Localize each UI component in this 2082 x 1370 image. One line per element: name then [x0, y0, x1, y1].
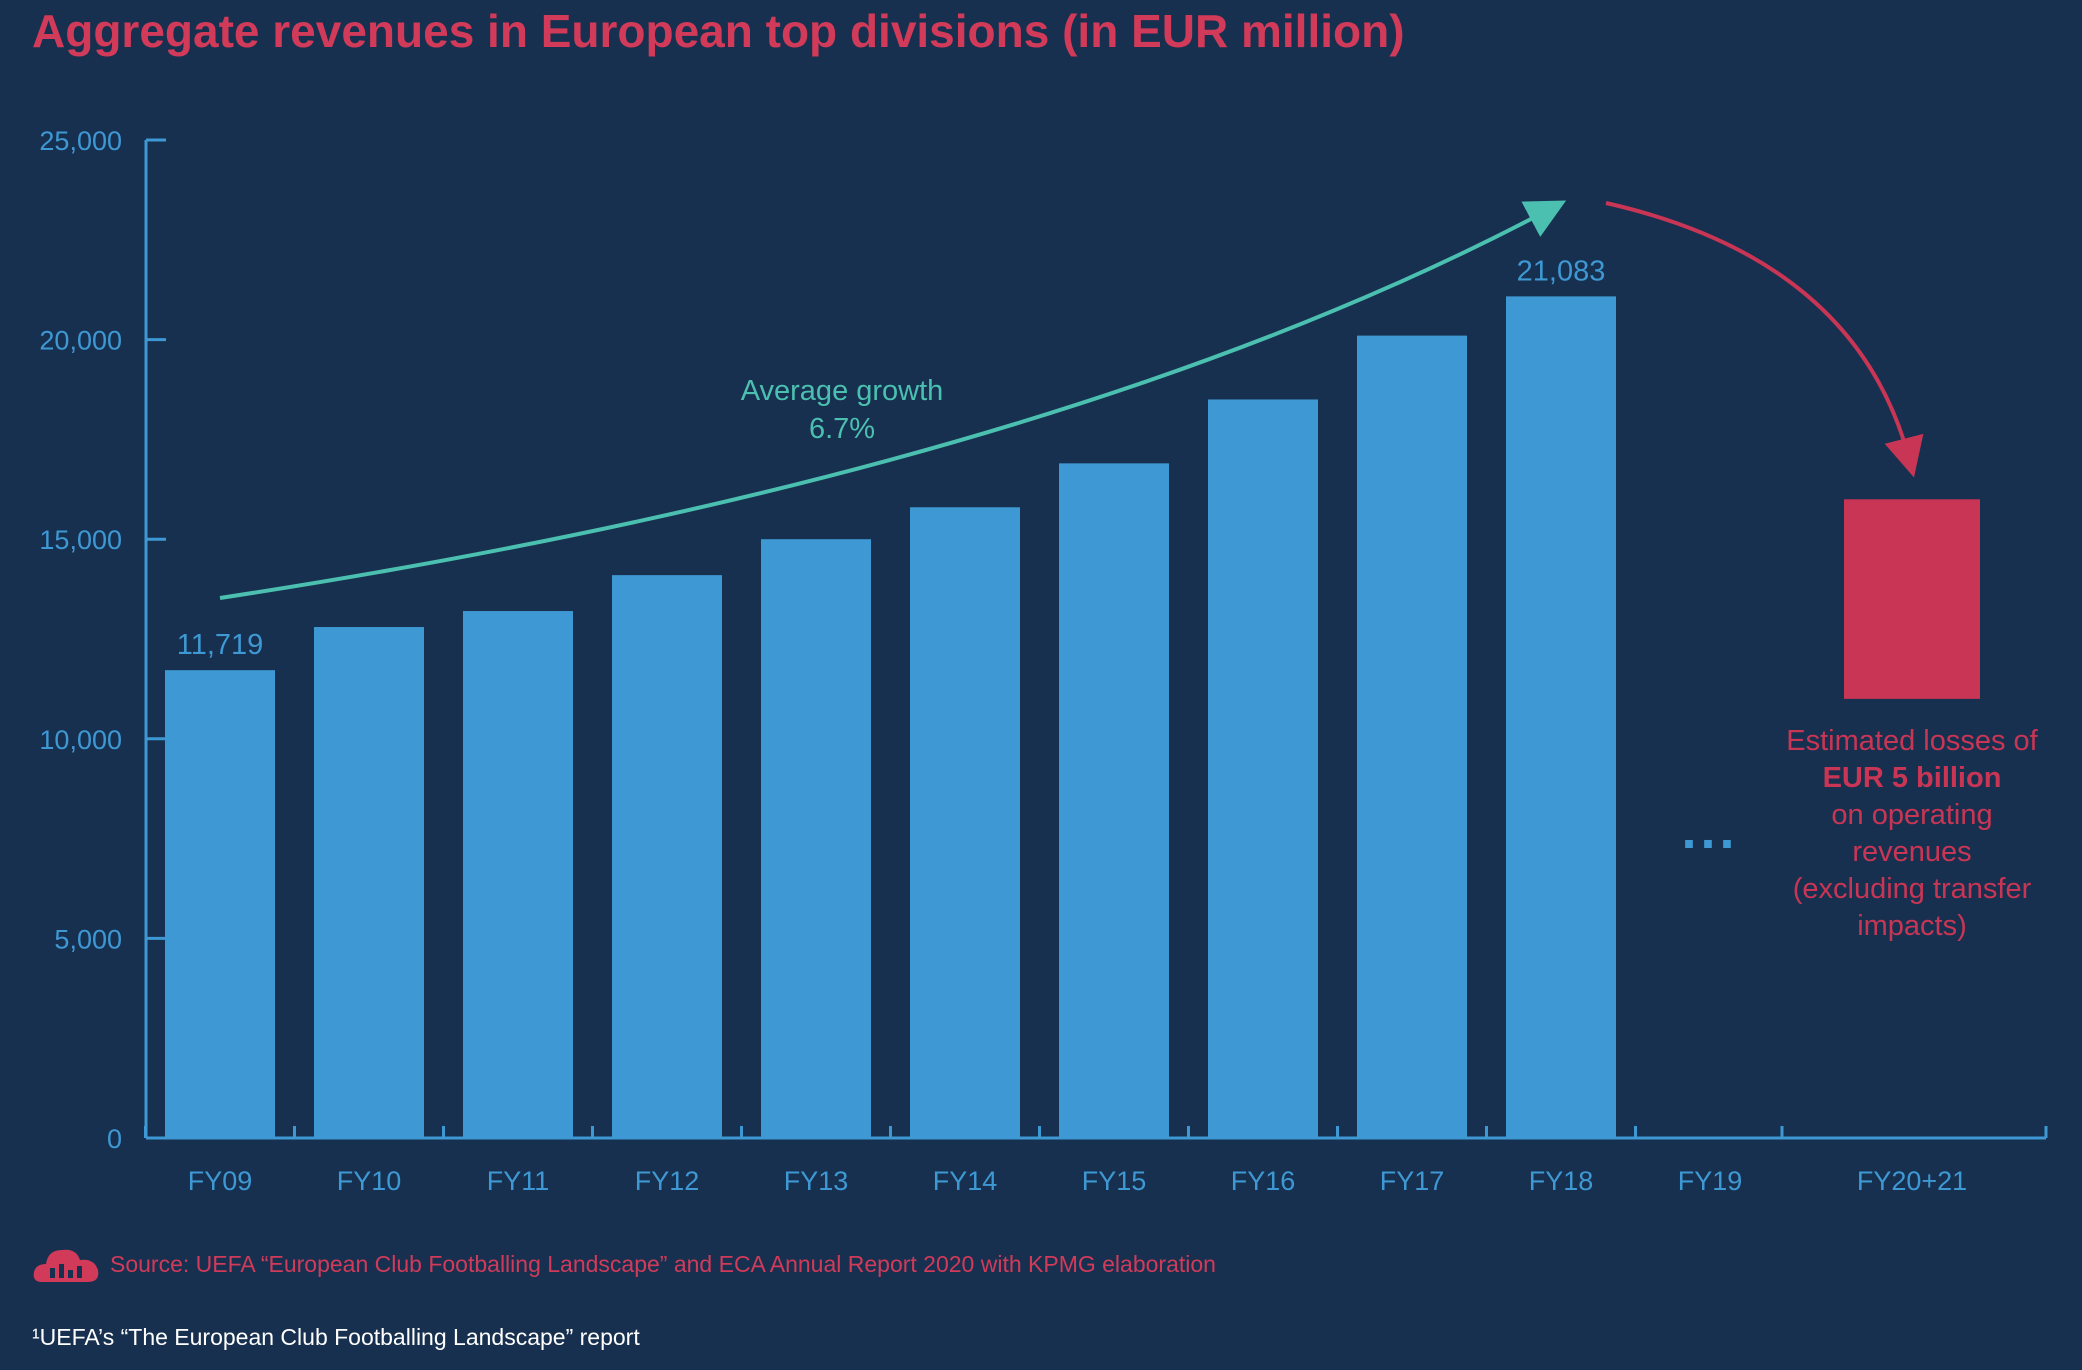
revenue-bar-fy10 — [314, 627, 424, 1138]
revenue-bar-fy14 — [910, 507, 1020, 1138]
x-tick-label: FY11 — [487, 1166, 550, 1196]
x-tick-label: FY20+21 — [1857, 1166, 1967, 1196]
loss-annotation-line2: EUR 5 billion — [1823, 762, 2002, 794]
growth-annotation-line1: Average growth — [741, 375, 944, 407]
y-tick-label: 15,000 — [39, 525, 122, 555]
data-label: 11,719 — [177, 629, 264, 661]
data-label: 21,083 — [1517, 255, 1606, 287]
loss-annotation-line1: Estimated losses of — [1786, 725, 2038, 757]
growth-arrow — [219, 200, 1567, 600]
loss-annotation-line5: (excluding transfer — [1793, 873, 2032, 905]
growth-annotation-line2: 6.7% — [809, 413, 875, 445]
x-tick-label: FY17 — [1380, 1166, 1445, 1196]
estimated-loss-bar — [1844, 499, 1980, 699]
revenue-bar-fy13 — [761, 539, 871, 1138]
x-tick-label: FY16 — [1231, 1166, 1296, 1196]
x-tick-label: FY09 — [188, 1166, 253, 1196]
footnote: ¹UEFA’s “The European Club Footballing L… — [32, 1324, 640, 1350]
loss-annotation-line3: on operating — [1831, 799, 1992, 831]
revenue-bar-fy16 — [1208, 399, 1318, 1139]
cloud-chart-icon — [33, 1249, 99, 1282]
decline-arrow — [1605, 201, 1924, 478]
y-tick-label: 5,000 — [54, 924, 122, 954]
revenue-bar-fy11 — [463, 611, 573, 1138]
y-tick-label: 20,000 — [39, 326, 122, 356]
revenue-bar-fy17 — [1357, 335, 1467, 1138]
loss-annotation-line4: revenues — [1852, 836, 1971, 868]
revenue-bar-fy12 — [612, 575, 722, 1138]
revenue-bar-fy18 — [1506, 296, 1616, 1138]
fy19-ellipsis: ... — [1681, 800, 1738, 860]
revenue-bar-chart: 0 5,000 10,000 15,000 20,000 25,000 FY09 FY10 FY… — [39, 126, 2048, 1196]
x-tick-label: FY12 — [635, 1166, 700, 1196]
revenue-bar-fy15 — [1059, 463, 1169, 1138]
x-tick-label: FY10 — [337, 1166, 402, 1196]
x-tick-label: FY18 — [1529, 1166, 1594, 1196]
y-tick-label: 0 — [107, 1124, 122, 1154]
y-tick-label: 25,000 — [39, 126, 122, 156]
y-tick-label: 10,000 — [39, 725, 122, 755]
loss-annotation-line6: impacts) — [1857, 910, 1967, 942]
chart-title: Aggregate revenues in European top divis… — [32, 5, 1405, 57]
source-note: Source: UEFA “European Club Footballing … — [32, 1244, 1216, 1284]
x-tick-label: FY13 — [784, 1166, 849, 1196]
source-text: Source: UEFA “European Club Footballing … — [110, 1250, 1216, 1277]
revenue-bar-fy09 — [165, 670, 275, 1138]
x-tick-label: FY15 — [1082, 1166, 1147, 1196]
x-tick-label: FY14 — [933, 1166, 998, 1196]
x-tick-label: FY19 — [1678, 1166, 1743, 1196]
